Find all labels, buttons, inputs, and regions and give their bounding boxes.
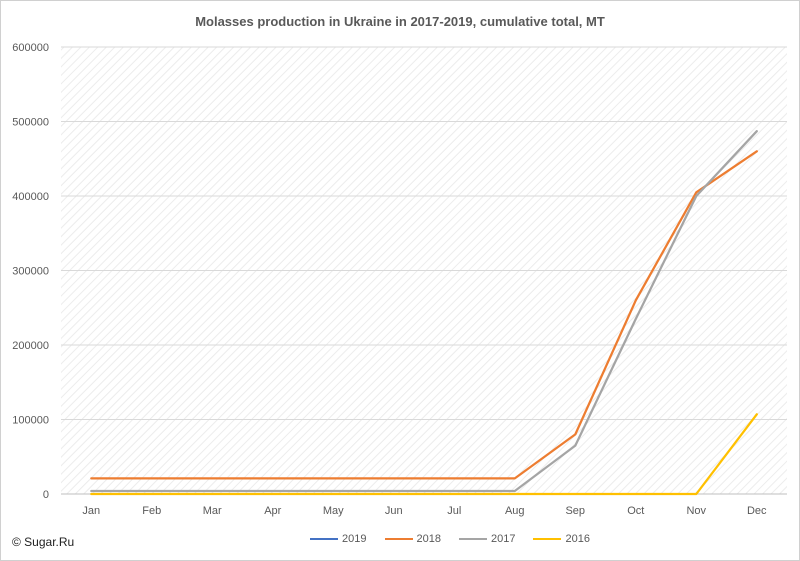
legend-label: 2019 (342, 533, 367, 545)
y-tick-label: 300000 (12, 266, 49, 278)
x-tick-label: Jun (385, 505, 403, 517)
x-tick-label: Jul (447, 505, 461, 517)
x-tick-label: Oct (627, 505, 644, 517)
series-line-2017 (90, 130, 758, 493)
y-tick-label: 500000 (12, 117, 49, 129)
x-tick-label: Apr (264, 505, 281, 517)
credit-text: © Sugar.Ru (12, 535, 75, 549)
x-tick-label: Aug (505, 505, 525, 517)
legend-label: 2016 (565, 533, 590, 545)
legend-item-2019: 2019 (310, 533, 367, 545)
legend-label: 2017 (491, 533, 516, 545)
y-tick-label: 0 (43, 489, 49, 501)
x-tick-label: Feb (142, 505, 161, 517)
x-tick-label: Mar (203, 505, 222, 517)
legend: 2019 2018 2017 2016 (0, 533, 800, 551)
x-tick-label: Jan (82, 505, 100, 517)
x-tick-label: May (323, 505, 344, 517)
legend-swatch (533, 538, 562, 540)
legend-label: 2018 (416, 533, 441, 545)
x-tick-label: Dec (747, 505, 767, 517)
legend-swatch (384, 538, 413, 540)
x-tick-label: Nov (686, 505, 706, 517)
chart-title: Molasses production in Ukraine in 2017-2… (195, 14, 605, 29)
legend-swatch (459, 538, 487, 540)
series-line-2018 (90, 150, 758, 480)
legend-swatch (310, 538, 339, 540)
legend-item-2018: 2018 (384, 533, 441, 545)
y-tick-label: 100000 (12, 415, 49, 427)
y-tick-label: 400000 (12, 191, 49, 203)
legend-item-2016: 2016 (533, 533, 590, 545)
y-tick-label: 200000 (12, 340, 49, 352)
x-tick-label: Sep (565, 505, 585, 517)
y-tick-label: 600000 (12, 42, 49, 54)
legend-item-2017: 2017 (459, 533, 515, 545)
series-line-2016 (90, 413, 758, 496)
